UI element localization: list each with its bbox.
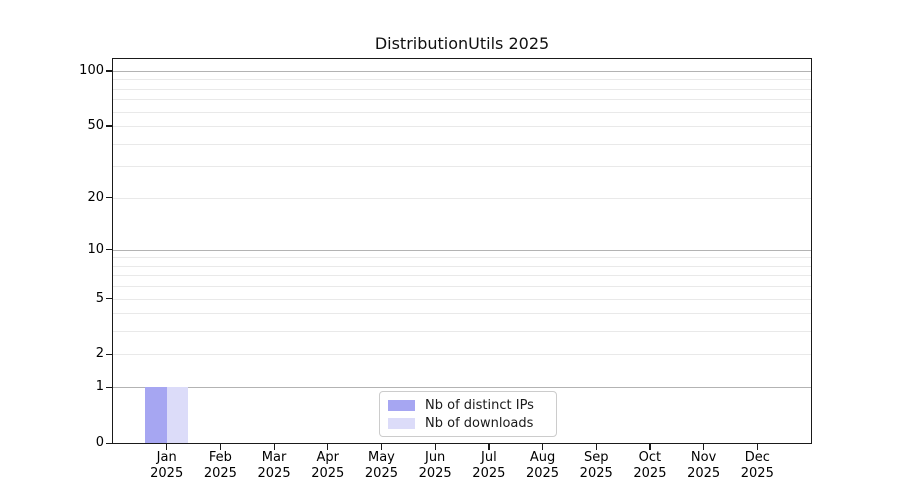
y-tick-label-2: 2 xyxy=(95,346,104,362)
x-tick-mark-aug xyxy=(542,443,544,450)
gridline-minor-8 xyxy=(113,265,811,267)
gridline-major-1 xyxy=(113,387,811,389)
gridline-major-10 xyxy=(113,249,811,251)
legend: Nb of distinct IPs Nb of downloads xyxy=(379,391,557,437)
axis-spine-top xyxy=(112,58,812,60)
x-tick-label-jan: Jan 2025 xyxy=(150,450,184,481)
y-tick-label-5: 5 xyxy=(95,290,104,306)
y-tick-label-10: 10 xyxy=(87,241,104,257)
x-tick-label-mar: Mar 2025 xyxy=(257,450,291,481)
x-tick-mark-mar xyxy=(273,443,275,450)
x-tick-label-sep: Sep 2025 xyxy=(579,450,613,481)
y-tick-mark-0 xyxy=(106,442,113,444)
x-tick-label-nov: Nov 2025 xyxy=(687,450,721,481)
x-tick-label-feb: Feb 2025 xyxy=(203,450,237,481)
gridline-minor-2 xyxy=(113,354,811,356)
y-tick-mark-5 xyxy=(106,298,113,300)
axis-spine-left xyxy=(112,58,114,444)
chart-title: DistributionUtils 2025 xyxy=(374,34,550,53)
gridline-minor-9 xyxy=(113,257,811,259)
x-tick-mark-apr xyxy=(327,443,329,450)
x-tick-label-may: May 2025 xyxy=(364,450,398,481)
x-tick-mark-jul xyxy=(488,443,490,450)
y-tick-mark-100 xyxy=(106,70,113,72)
plot-area xyxy=(112,58,812,444)
gridline-minor-3 xyxy=(113,331,811,333)
x-tick-label-jul: Jul 2025 xyxy=(472,450,506,481)
gridline-minor-50 xyxy=(113,125,811,127)
x-tick-label-apr: Apr 2025 xyxy=(311,450,345,481)
axis-spine-right xyxy=(810,58,812,444)
y-tick-label-1: 1 xyxy=(95,379,104,395)
legend-label: Nb of downloads xyxy=(425,415,534,431)
x-tick-mark-dec xyxy=(756,443,758,450)
legend-item-nb-of-distinct-ips: Nb of distinct IPs xyxy=(386,397,550,414)
gridline-major-100 xyxy=(113,70,811,72)
gridline-minor-4 xyxy=(113,313,811,315)
gridline-minor-20 xyxy=(113,197,811,199)
legend-item-nb-of-downloads: Nb of downloads xyxy=(386,415,550,432)
legend-swatch xyxy=(388,399,415,411)
y-tick-label-50: 50 xyxy=(87,117,104,133)
bar-nb-of-downloads-jan xyxy=(166,387,189,443)
gridline-minor-7 xyxy=(113,275,811,277)
y-tick-mark-2 xyxy=(106,353,113,356)
x-tick-label-jun: Jun 2025 xyxy=(418,450,452,481)
y-tick-label-100: 100 xyxy=(79,62,104,78)
x-tick-mark-feb xyxy=(219,443,222,450)
y-tick-mark-50 xyxy=(106,125,113,127)
gridline-minor-6 xyxy=(113,286,811,288)
x-tick-mark-oct xyxy=(649,443,651,450)
x-tick-mark-jun xyxy=(434,443,436,450)
y-tick-mark-10 xyxy=(106,249,113,251)
gridline-minor-5 xyxy=(113,298,811,300)
gridline-minor-70 xyxy=(113,99,811,101)
legend-label: Nb of distinct IPs xyxy=(425,397,534,413)
gridline-minor-80 xyxy=(113,88,811,90)
gridline-minor-60 xyxy=(113,111,811,113)
x-tick-label-dec: Dec 2025 xyxy=(740,450,774,481)
x-tick-mark-sep xyxy=(595,443,597,450)
y-tick-label-20: 20 xyxy=(87,189,104,205)
x-tick-label-aug: Aug 2025 xyxy=(525,450,560,481)
x-tick-mark-nov xyxy=(703,443,705,450)
x-tick-label-oct: Oct 2025 xyxy=(633,450,667,481)
y-tick-label-0: 0 xyxy=(95,435,104,450)
gridline-minor-90 xyxy=(113,79,811,81)
gridline-minor-30 xyxy=(113,166,811,168)
y-tick-mark-1 xyxy=(106,386,113,388)
x-tick-mark-may xyxy=(380,443,383,450)
x-tick-mark-jan xyxy=(166,443,168,450)
gridline-minor-40 xyxy=(113,143,811,145)
bar-nb-of-distinct-ips-jan xyxy=(145,387,167,443)
axis-spine-bottom xyxy=(112,442,812,444)
legend-swatch xyxy=(388,417,415,429)
y-tick-mark-20 xyxy=(106,197,113,199)
